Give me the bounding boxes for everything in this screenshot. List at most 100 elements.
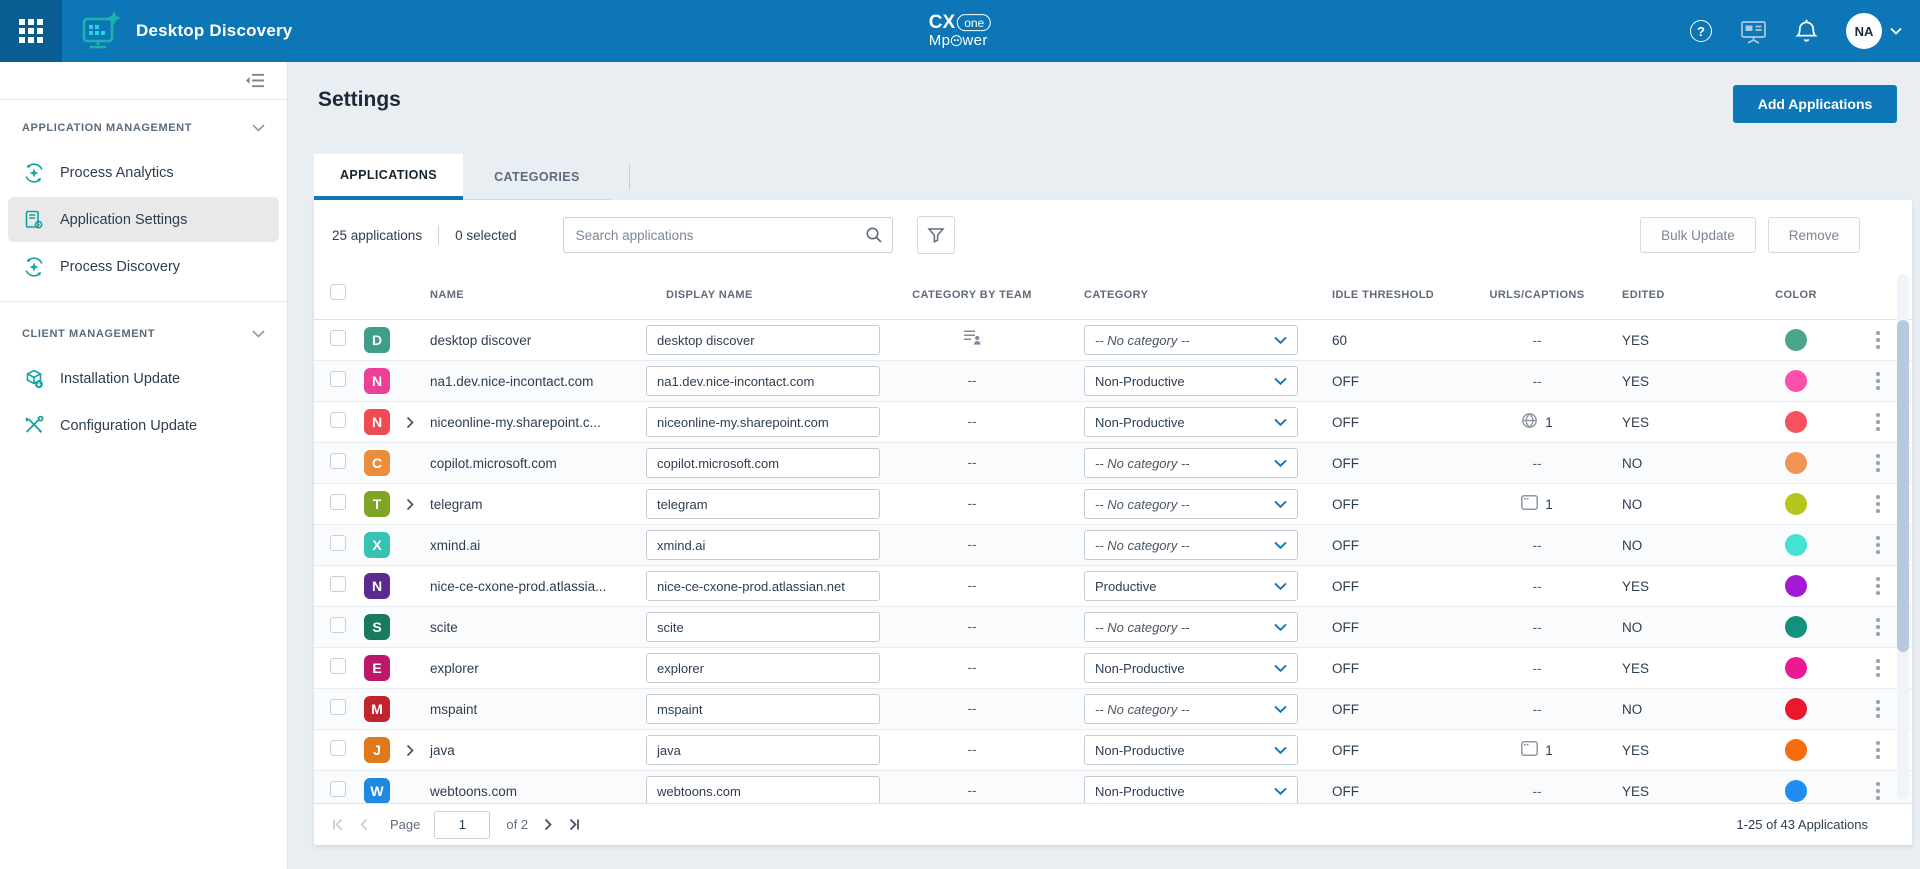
category-select[interactable]: Productive: [1084, 571, 1298, 601]
row-menu-button[interactable]: [1870, 366, 1886, 396]
section-application-management[interactable]: APPLICATION MANAGEMENT: [0, 108, 287, 148]
display-name-input[interactable]: [646, 612, 880, 642]
color-dot[interactable]: [1785, 329, 1807, 351]
color-dot[interactable]: [1785, 370, 1807, 392]
category-select[interactable]: Non-Productive: [1084, 407, 1298, 437]
filter-button[interactable]: [916, 216, 955, 254]
row-checkbox[interactable]: [330, 657, 346, 674]
category-select[interactable]: Non-Productive: [1084, 366, 1298, 396]
category-select[interactable]: -- No category --: [1084, 694, 1298, 724]
expand-row-chevron-icon[interactable]: [400, 416, 426, 429]
color-dot[interactable]: [1785, 780, 1807, 802]
row-menu-button[interactable]: [1870, 776, 1886, 803]
user-menu[interactable]: NA: [1846, 13, 1902, 49]
help-icon[interactable]: ?: [1690, 20, 1712, 42]
edited-value: YES: [1622, 742, 1650, 758]
row-menu-button[interactable]: [1870, 407, 1886, 437]
page-number-input[interactable]: [434, 810, 491, 839]
color-dot[interactable]: [1785, 698, 1807, 720]
first-page-button[interactable]: [332, 818, 345, 831]
next-page-button[interactable]: [544, 818, 553, 831]
row-checkbox[interactable]: [330, 575, 346, 592]
display-name-input[interactable]: [646, 571, 880, 601]
row-menu-button[interactable]: [1870, 571, 1886, 601]
sidebar-item-process-analytics[interactable]: Process Analytics: [8, 150, 279, 195]
row-menu-button[interactable]: [1870, 448, 1886, 478]
row-checkbox[interactable]: [330, 616, 346, 633]
display-name-input[interactable]: [646, 653, 880, 683]
color-dot[interactable]: [1785, 452, 1807, 474]
tab-applications[interactable]: APPLICATIONS: [314, 154, 463, 200]
category-by-team-value: --: [967, 619, 977, 634]
row-checkbox[interactable]: [330, 452, 346, 469]
section-client-management[interactable]: CLIENT MANAGEMENT: [0, 314, 287, 354]
color-dot[interactable]: [1785, 575, 1807, 597]
category-select[interactable]: -- No category --: [1084, 448, 1298, 478]
edited-value: YES: [1622, 332, 1650, 348]
row-menu-button[interactable]: [1870, 489, 1886, 519]
app-launcher-button[interactable]: [0, 0, 62, 62]
display-name-input[interactable]: [646, 489, 880, 519]
table-scrollbar-thumb[interactable]: [1897, 320, 1909, 652]
display-name-input[interactable]: [646, 366, 880, 396]
avatar[interactable]: NA: [1846, 13, 1882, 49]
color-dot[interactable]: [1785, 739, 1807, 761]
app-letter-icon: N: [364, 409, 390, 435]
sidebar-item-installation-update[interactable]: Installation Update: [8, 356, 279, 401]
row-menu-button[interactable]: [1870, 325, 1886, 355]
display-name-input[interactable]: [646, 694, 880, 724]
color-dot[interactable]: [1785, 616, 1807, 638]
search-input[interactable]: [562, 217, 893, 253]
collapse-sidebar-icon[interactable]: [244, 72, 265, 89]
last-page-button[interactable]: [567, 818, 580, 831]
search-icon[interactable]: [865, 226, 883, 249]
display-name-input[interactable]: [646, 325, 880, 355]
expand-row-chevron-icon[interactable]: [400, 744, 426, 757]
color-dot[interactable]: [1785, 411, 1807, 433]
row-checkbox[interactable]: [330, 411, 346, 428]
color-dot[interactable]: [1785, 493, 1807, 515]
tab-categories[interactable]: CATEGORIES: [462, 154, 611, 200]
row-menu-button[interactable]: [1870, 530, 1886, 560]
row-checkbox[interactable]: [330, 493, 346, 510]
color-dot[interactable]: [1785, 657, 1807, 679]
category-select[interactable]: -- No category --: [1084, 325, 1298, 355]
row-checkbox[interactable]: [330, 780, 346, 797]
sidebar-item-process-discovery[interactable]: Process Discovery: [8, 244, 279, 289]
display-name-input[interactable]: [646, 776, 880, 803]
row-menu-button[interactable]: [1870, 653, 1886, 683]
remove-button[interactable]: Remove: [1767, 217, 1860, 253]
add-applications-button[interactable]: Add Applications: [1733, 85, 1897, 123]
sidebar-item-configuration-update[interactable]: Configuration Update: [8, 403, 279, 448]
notifications-bell-icon[interactable]: [1795, 19, 1818, 44]
row-menu-button[interactable]: [1870, 612, 1886, 642]
previous-page-button[interactable]: [359, 818, 368, 831]
training-screen-icon[interactable]: [1740, 19, 1767, 44]
row-checkbox[interactable]: [330, 534, 346, 551]
category-select[interactable]: -- No category --: [1084, 530, 1298, 560]
category-select[interactable]: Non-Productive: [1084, 653, 1298, 683]
select-all-checkbox[interactable]: [330, 284, 346, 300]
display-name-input[interactable]: [646, 735, 880, 765]
row-menu-button[interactable]: [1870, 694, 1886, 724]
row-menu-button[interactable]: [1870, 735, 1886, 765]
color-dot[interactable]: [1785, 534, 1807, 556]
category-select[interactable]: Non-Productive: [1084, 776, 1298, 803]
category-select[interactable]: -- No category --: [1084, 489, 1298, 519]
application-name: na1.dev.nice-incontact.com: [430, 373, 594, 389]
bulk-update-button[interactable]: Bulk Update: [1640, 217, 1756, 253]
display-name-input[interactable]: [646, 530, 880, 560]
display-name-input[interactable]: [646, 448, 880, 478]
installation-update-icon: [26, 369, 43, 388]
category-select[interactable]: -- No category --: [1084, 612, 1298, 642]
row-checkbox[interactable]: [330, 370, 346, 387]
row-checkbox[interactable]: [330, 329, 346, 346]
sidebar-item-application-settings[interactable]: Application Settings: [8, 197, 279, 242]
category-select[interactable]: Non-Productive: [1084, 735, 1298, 765]
row-checkbox[interactable]: [330, 739, 346, 756]
expand-row-chevron-icon[interactable]: [400, 498, 426, 511]
logo-cx-text: CX: [928, 12, 956, 34]
display-name-input[interactable]: [646, 407, 880, 437]
row-checkbox[interactable]: [330, 698, 346, 715]
